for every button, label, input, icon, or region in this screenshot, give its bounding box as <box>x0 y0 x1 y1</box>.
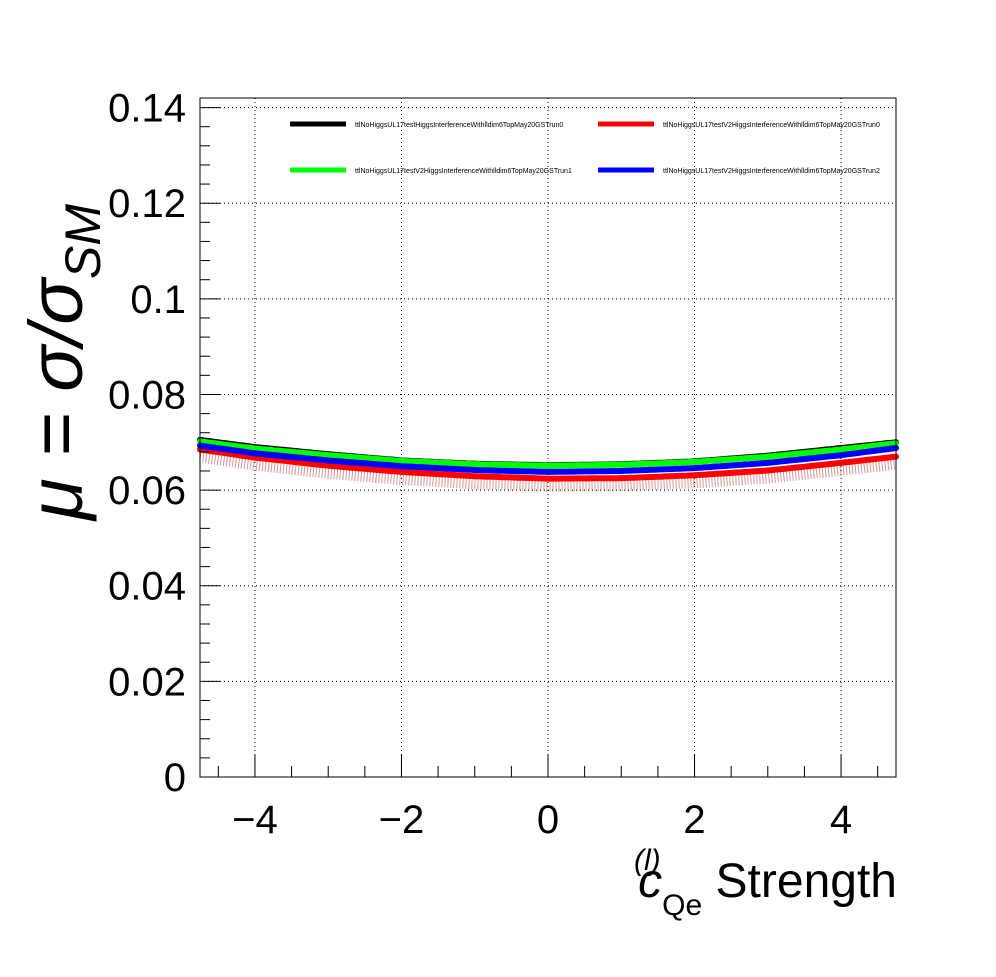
series-group <box>197 446 899 492</box>
x-tick-label: −2 <box>379 798 425 842</box>
legend-entry-label: ttlNoHiggsUL17testV2HiggsInterferenceWit… <box>663 122 880 129</box>
x-tick-label: 4 <box>830 798 852 842</box>
y-tick-label: 0.06 <box>108 469 186 513</box>
data-point <box>545 462 551 469</box>
axis-ticks: −4 −2 0 2 4 0 0.02 0.04 0.06 0.08 0.1 0.12 0.14 <box>108 87 879 842</box>
data-point <box>691 472 698 479</box>
data-point <box>471 473 478 480</box>
data-point <box>251 445 258 452</box>
x-axis-label-rest: Strength <box>702 855 897 908</box>
legend-entry-label: ttlNoHiggsUL17testHiggsInterferenceWithl… <box>355 122 563 129</box>
y-tick-label: 0.14 <box>108 87 186 131</box>
data-point <box>398 468 405 475</box>
data-point <box>618 461 625 468</box>
x-tick-label: 0 <box>537 798 559 842</box>
data-point <box>764 467 771 474</box>
x-axis-label: cQe Strength <box>638 855 897 922</box>
data-point <box>545 475 551 482</box>
y-axis-label-sub: SM <box>55 204 111 279</box>
y-tick-label: 0.04 <box>108 565 186 609</box>
x-axis-label-sub: Qe <box>662 889 702 922</box>
legend-entry-label: ttlNoHiggsUL17testV2HiggsInterferenceWit… <box>663 168 880 175</box>
series-layer <box>197 436 899 492</box>
data-point <box>471 461 478 468</box>
data-point <box>398 457 405 464</box>
data-point <box>838 452 845 459</box>
data-point <box>764 453 771 460</box>
data-point <box>691 465 698 472</box>
data-point <box>325 457 332 464</box>
x-axis-label-main: c <box>638 855 662 908</box>
y-tick-label: 0.08 <box>108 373 186 417</box>
legend-entry-label: ttlNoHiggsUL17testV2HiggsInterferenceWit… <box>355 168 572 175</box>
data-point <box>471 467 478 474</box>
data-point <box>618 467 625 474</box>
x-tick-label: 2 <box>683 798 705 842</box>
data-point <box>398 463 405 470</box>
y-axis-label-main: μ = σ/σ <box>14 276 99 522</box>
plot-frame <box>199 97 897 778</box>
data-point <box>545 468 551 475</box>
data-point <box>691 458 698 465</box>
y-tick-label: 0.1 <box>130 278 186 322</box>
data-point <box>764 459 771 466</box>
y-tick-label: 0.02 <box>108 660 186 704</box>
data-point <box>251 450 258 457</box>
y-axis-label: μ = σ/σSM <box>14 204 111 522</box>
data-point <box>618 475 625 482</box>
legend: ttlNoHiggsUL17testHiggsInterferenceWithl… <box>290 121 880 175</box>
y-tick-label: 0.12 <box>108 182 186 226</box>
data-point <box>838 459 845 466</box>
data-point <box>325 452 332 459</box>
grid <box>200 98 896 777</box>
x-axis-label-superscript: (l) <box>634 844 661 877</box>
x-tick-label: −4 <box>232 798 278 842</box>
y-tick-label: 0 <box>164 756 186 800</box>
data-point <box>838 446 845 453</box>
data-point <box>325 462 332 469</box>
series-group <box>197 442 899 475</box>
